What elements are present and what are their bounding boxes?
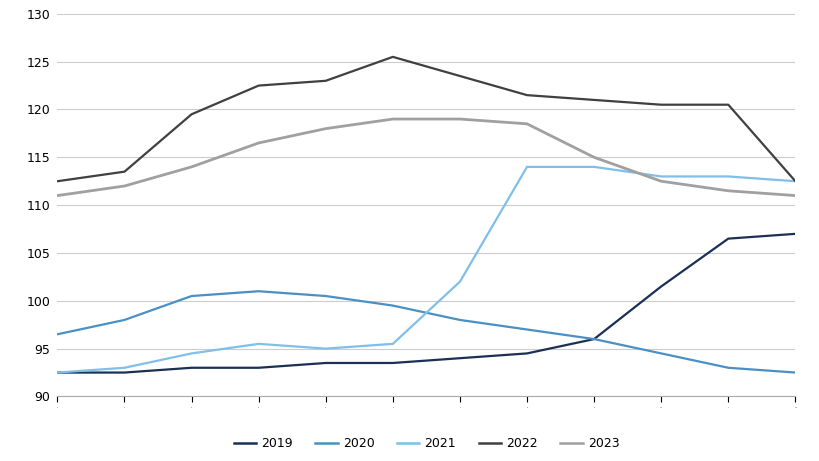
Legend: 2019, 2020, 2021, 2022, 2023: 2019, 2020, 2021, 2022, 2023: [229, 432, 623, 455]
